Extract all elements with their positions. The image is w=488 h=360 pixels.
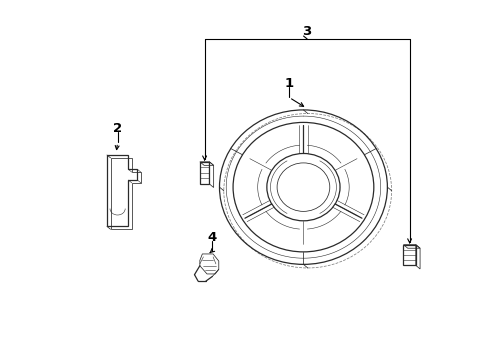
Text: 3: 3 (302, 25, 311, 38)
Text: 1: 1 (284, 77, 293, 90)
Text: 4: 4 (207, 231, 217, 244)
Text: 2: 2 (113, 122, 122, 135)
